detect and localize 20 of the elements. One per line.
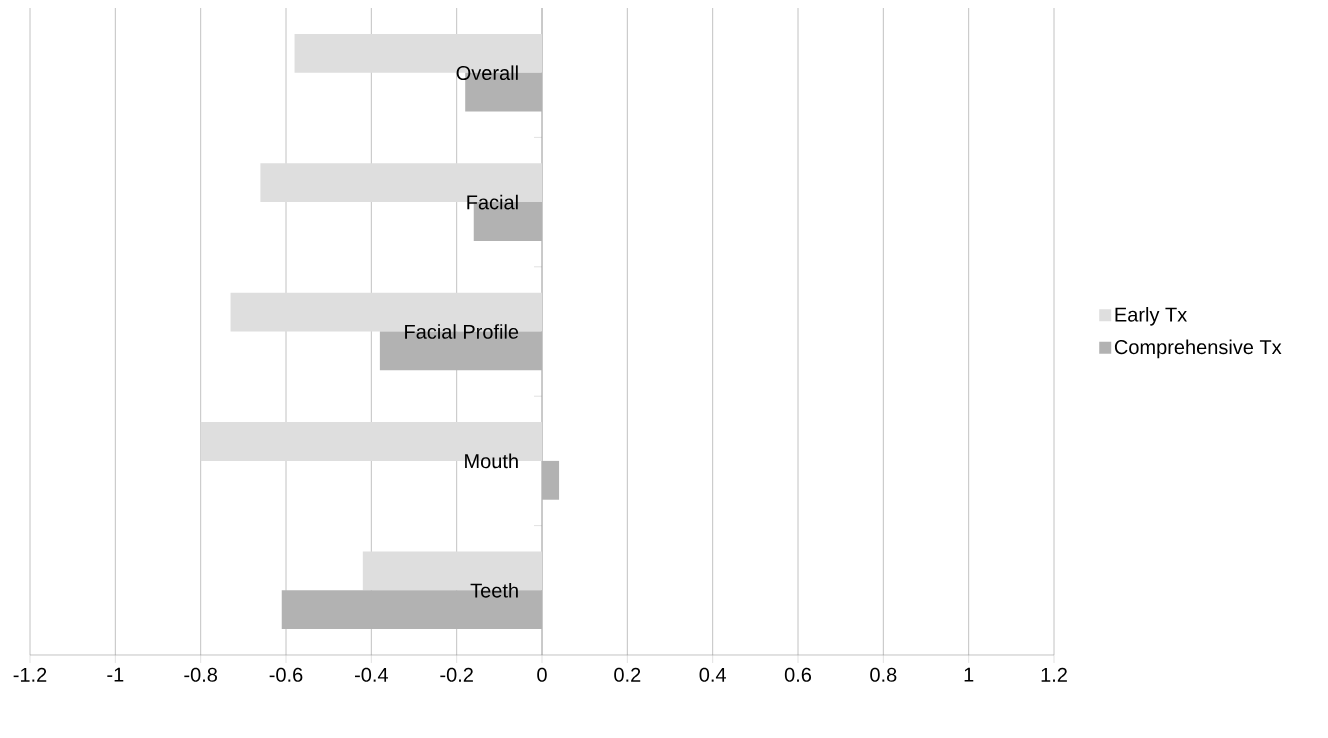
legend-label: Comprehensive Tx <box>1114 339 1282 359</box>
x-tick-label: -0.2 <box>440 667 473 682</box>
x-tick-label: 1 <box>964 667 974 682</box>
x-tick-label: 1.2 <box>1041 667 1067 682</box>
y-tick-label: Facial <box>467 194 518 210</box>
x-tick-label: -0.4 <box>354 667 388 682</box>
legend-label: Early Tx <box>1115 307 1187 326</box>
x-tick-label: 0.2 <box>614 667 641 682</box>
x-tick-label: -0.8 <box>184 667 218 682</box>
x-tick-label: 0 <box>537 667 547 682</box>
x-tick-label: 0.4 <box>699 667 726 682</box>
x-tick-label: -1 <box>107 667 124 682</box>
x-tick-label: -0.6 <box>269 667 303 682</box>
y-tick-label: Overall <box>456 65 518 81</box>
x-tick-label: 0.6 <box>784 667 812 682</box>
y-tick-label: Facial Profile <box>405 324 519 339</box>
x-tick-label: -1.2 <box>13 667 47 682</box>
y-tick-label: Teeth <box>470 582 518 598</box>
y-tick-label: Mouth <box>465 453 518 469</box>
x-tick-label: 0.8 <box>870 667 897 682</box>
